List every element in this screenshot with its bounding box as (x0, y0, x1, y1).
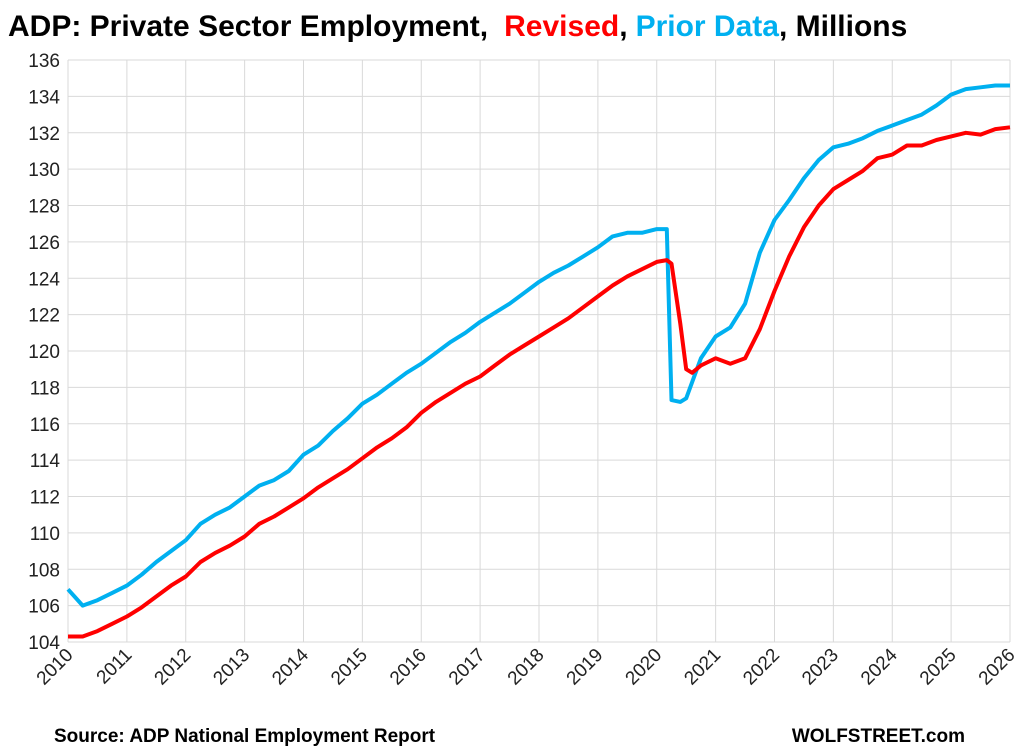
x-tick-label: 2015 (327, 645, 372, 690)
y-tick-label: 128 (28, 197, 60, 218)
title-series-name: Prior Data (636, 10, 780, 43)
series-line (66, 83, 1010, 608)
y-tick-label: 118 (30, 378, 60, 399)
y-tick-label: 106 (28, 597, 60, 618)
x-tick-label: 2018 (504, 645, 549, 690)
x-tick-label: 2021 (680, 645, 725, 690)
y-tick-label: 104 (28, 633, 60, 654)
y-tick-label: 122 (28, 306, 60, 327)
title-series-name: Revised (504, 10, 619, 43)
y-tick-label: 114 (30, 451, 61, 472)
y-tick-label: 112 (30, 488, 60, 509)
x-tick-label: 2011 (93, 645, 137, 689)
x-tick-label: 2023 (798, 645, 843, 690)
title-prefix: ADP: Private Sector Employment, (8, 10, 488, 43)
x-tick-label: 2017 (445, 645, 490, 690)
x-tick-label: 2019 (563, 645, 608, 690)
y-tick-label: 130 (28, 160, 60, 181)
x-tick-label: 2026 (975, 645, 1020, 690)
title-separator: , (619, 10, 627, 43)
title-suffix: , Millions (779, 10, 907, 43)
x-tick-label: 2012 (151, 645, 196, 690)
x-tick-label: 2022 (739, 645, 784, 690)
brand: WOLFSTREET.com (792, 726, 965, 747)
chart-title: ADP: Private Sector Employment, Revised, P… (8, 10, 907, 43)
y-tick-label: 126 (28, 233, 60, 254)
x-tick-label: 2016 (386, 645, 431, 690)
y-tick-label: 134 (28, 87, 60, 108)
y-tick-label: 136 (28, 51, 60, 72)
y-tick-label: 124 (28, 269, 60, 290)
x-tick-label: 2024 (857, 644, 902, 689)
source-note: Source: ADP National Employment Report (54, 726, 436, 747)
x-tick-label: 2020 (622, 645, 667, 690)
y-tick-label: 108 (28, 560, 60, 581)
x-tick-label: 2025 (916, 645, 961, 690)
y-tick-label: 132 (28, 124, 60, 145)
x-tick-label: 2013 (209, 645, 254, 690)
y-tick-label: 110 (30, 524, 60, 545)
y-tick-label: 120 (28, 342, 60, 363)
x-tick-label: 2014 (268, 644, 313, 689)
y-tick-label: 116 (30, 415, 60, 436)
series-line (68, 125, 1011, 639)
